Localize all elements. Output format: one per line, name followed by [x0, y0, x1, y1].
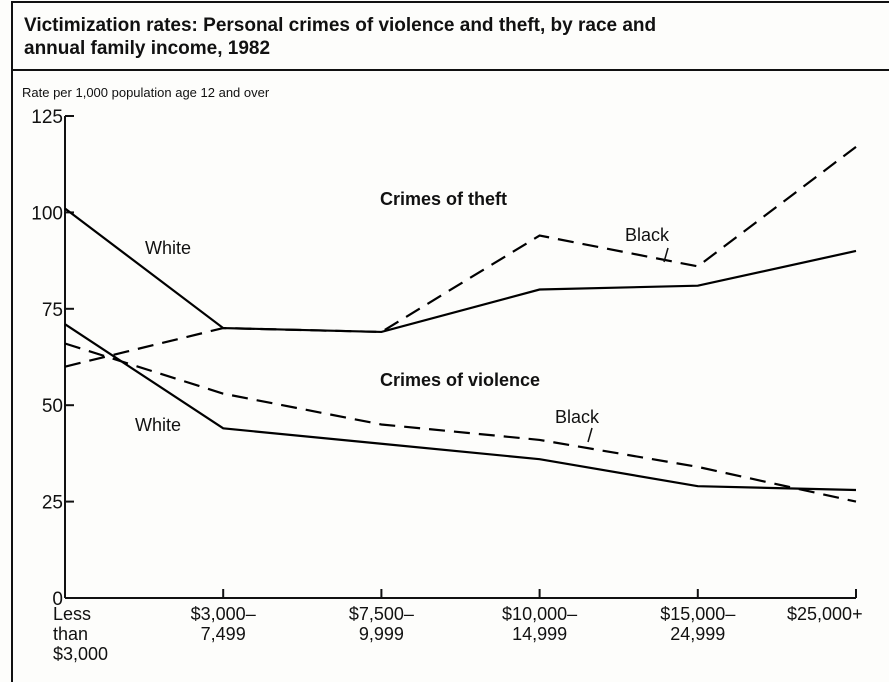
- series-line: [64, 207, 857, 334]
- y-tick-label: 75: [42, 300, 63, 321]
- series-label: Black: [625, 225, 670, 245]
- y-tick-label: 100: [31, 203, 63, 224]
- x-tick-label: Less than $3,000: [53, 604, 109, 664]
- series-label: White: [145, 238, 191, 258]
- x-tick-label: $25,000+: [787, 604, 863, 624]
- leader-line: [587, 427, 593, 443]
- leader-line: [663, 247, 669, 263]
- series-line: [64, 342, 857, 503]
- y-tick-label: 125: [31, 107, 63, 128]
- y-tick-label: 25: [42, 493, 63, 514]
- annotation: Crimes of violence: [380, 370, 540, 390]
- series-label: Black: [555, 407, 600, 427]
- y-tick-label: 0: [52, 589, 63, 610]
- x-tick-label: $3,000– 7,499: [190, 604, 256, 644]
- y-axis-label: Rate per 1,000 population age 12 and ove…: [22, 85, 270, 100]
- x-tick-label: $10,000– 14,999: [502, 604, 578, 644]
- frame: [11, 1, 889, 682]
- series-line: [64, 323, 857, 492]
- x-tick-label: $7,500– 9,999: [348, 604, 414, 644]
- annotation: Crimes of theft: [380, 189, 507, 209]
- series-label: White: [135, 415, 181, 435]
- x-tick-label: $15,000– 24,999: [660, 604, 736, 644]
- series-line: [64, 145, 857, 368]
- y-tick-label: 50: [42, 396, 63, 417]
- chart-title: Victimization rates: Personal crimes of …: [24, 15, 657, 59]
